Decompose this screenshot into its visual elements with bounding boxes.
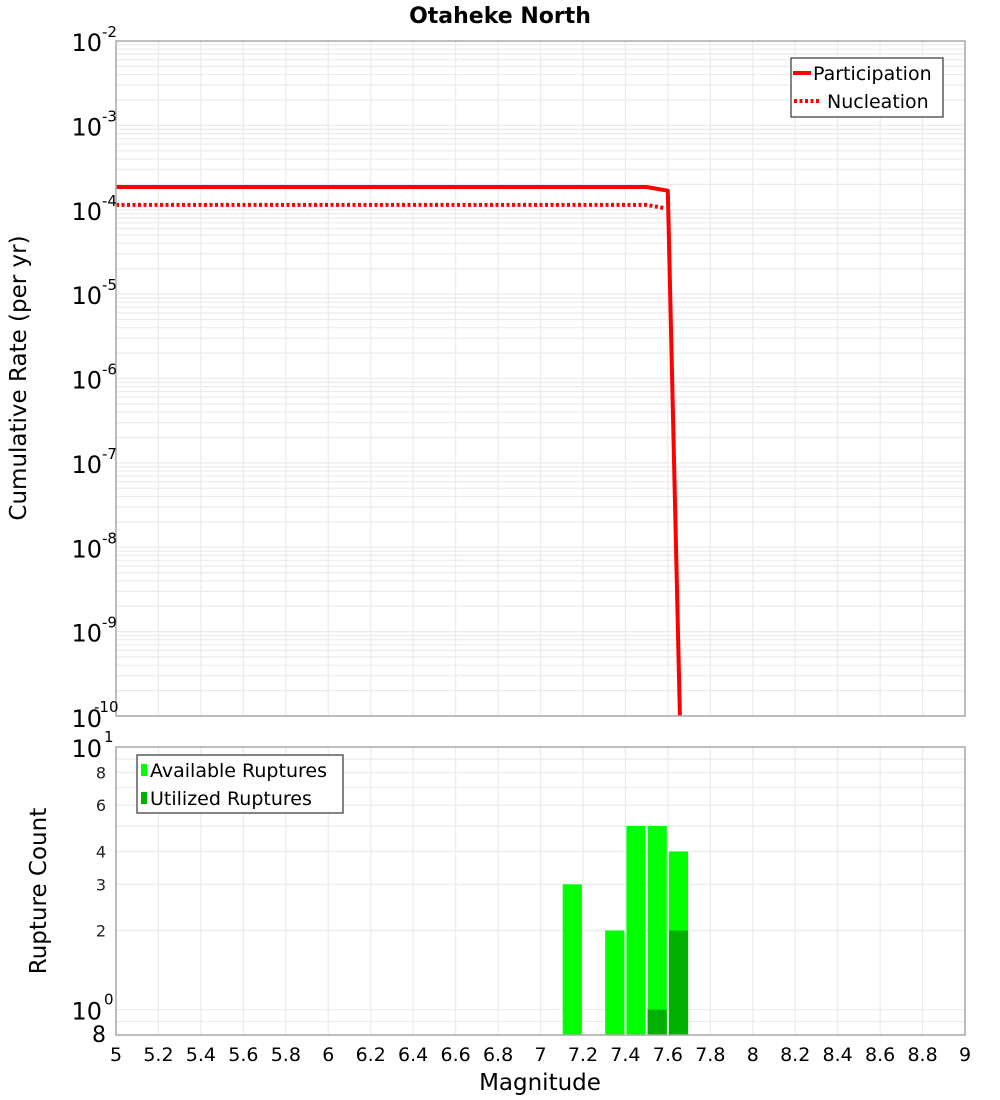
svg-text:-9: -9 xyxy=(102,614,117,632)
rate-y-tick: 10 -7 xyxy=(71,445,117,479)
svg-text:3: 3 xyxy=(96,875,106,894)
x-tick-label: 7.6 xyxy=(653,1044,683,1066)
x-tick-label: 5.8 xyxy=(271,1044,301,1066)
rate-legend-box xyxy=(790,57,944,118)
count-plot-bars xyxy=(562,826,689,1035)
x-tick-label: 8.6 xyxy=(865,1044,895,1066)
count-y-tick: 2 xyxy=(96,922,106,941)
rate-plot: 10-210-310-410-510-610-710-810 -910-10 Cu… xyxy=(6,23,966,733)
count-y-tick: 6 xyxy=(96,796,106,815)
svg-text:10: 10 xyxy=(71,198,102,226)
svg-text:-3: -3 xyxy=(102,107,117,125)
participation-legend-label: Participation xyxy=(813,63,932,85)
rate-legend: Participation Nucleation xyxy=(790,57,944,118)
rate-y-tick: 10 -6 xyxy=(71,361,117,395)
available-bar xyxy=(562,884,582,1035)
svg-text:-2: -2 xyxy=(102,23,117,41)
count-plot-frame xyxy=(115,746,966,1036)
svg-text:10: 10 xyxy=(71,998,102,1026)
count-y-tick: 3 xyxy=(96,875,106,894)
count-legend: Available Ruptures Utilized Ruptures xyxy=(136,754,344,814)
svg-text:-8: -8 xyxy=(102,529,117,547)
svg-text:-10: -10 xyxy=(94,698,119,716)
utilized-legend-swatch xyxy=(141,792,147,804)
svg-text:10: 10 xyxy=(71,535,102,563)
rate-y-tick: 10 -4 xyxy=(71,192,117,226)
rate-plot-frame xyxy=(115,40,966,717)
svg-text:-7: -7 xyxy=(102,445,117,463)
available-legend-label: Available Ruptures xyxy=(150,760,327,782)
x-tick-label: 7.4 xyxy=(610,1044,640,1066)
nucleation-line xyxy=(116,202,667,211)
rate-y-axis-label: Cumulative Rate (per yr) xyxy=(6,235,32,520)
x-tick-label: 7.8 xyxy=(695,1044,725,1066)
rate-y-tick: 10 -3 xyxy=(71,107,117,141)
svg-text:-4: -4 xyxy=(102,192,117,210)
chart-title: Otaheke North xyxy=(409,4,591,29)
x-tick-label: 5 xyxy=(110,1044,122,1066)
x-tick-label: 5.2 xyxy=(143,1044,173,1066)
svg-text:10: 10 xyxy=(71,620,102,648)
x-axis-label: Magnitude xyxy=(479,1070,601,1096)
magnitude-x-axis-ticks: 5 5.2 5.4 5.6 5.8 6 6.2 6.4 6.6 6.8 7 7.2 7.4 7.6 7.8 8… xyxy=(110,1044,971,1066)
available-bar xyxy=(647,826,667,1035)
rate-y-axis-ticks: 10-210-310-410-510-610-710-810 -910-10 xyxy=(71,23,118,733)
count-y-tick: 4 xyxy=(96,842,106,861)
nucleation-legend-label: Nucleation xyxy=(827,91,929,113)
svg-text:10: 10 xyxy=(71,113,102,141)
svg-text:10: 10 xyxy=(71,705,102,733)
rate-y-tick: 10 -5 xyxy=(71,276,117,310)
svg-text:10: 10 xyxy=(71,29,102,57)
x-tick-label: 6.6 xyxy=(440,1044,470,1066)
utilized-bar xyxy=(647,1009,667,1035)
x-tick-label: 8.8 xyxy=(907,1044,937,1066)
count-y-axis-label: Rupture Count xyxy=(26,808,52,974)
utilized-legend-label: Utilized Ruptures xyxy=(150,788,312,810)
available-bar xyxy=(626,826,646,1035)
rate-plot-gridlines xyxy=(115,41,966,717)
count-legend-box xyxy=(136,754,344,814)
svg-text:10: 10 xyxy=(71,367,102,395)
participation-line xyxy=(116,185,682,716)
x-tick-label: 8.4 xyxy=(823,1044,853,1066)
svg-text:10: 10 xyxy=(71,735,102,763)
count-y-tick: 8 xyxy=(92,1023,106,1048)
svg-text:6: 6 xyxy=(96,796,106,815)
svg-text:10: 10 xyxy=(71,451,102,479)
svg-text:-6: -6 xyxy=(102,361,117,379)
available-legend-swatch xyxy=(141,764,147,776)
x-tick-label: 6.4 xyxy=(398,1044,428,1066)
rate-plot-series xyxy=(116,185,682,716)
x-tick-label: 9 xyxy=(959,1044,971,1066)
rate-y-tick: 10 -2 xyxy=(71,23,117,57)
x-tick-label: 6 xyxy=(322,1044,334,1066)
x-tick-label: 6.8 xyxy=(483,1044,513,1066)
utilized-bar xyxy=(668,930,689,1035)
svg-text:4: 4 xyxy=(96,842,106,861)
rate-y-tick: 10 -8 xyxy=(71,529,117,563)
available-bar xyxy=(605,930,625,1035)
svg-text:0: 0 xyxy=(104,991,114,1009)
count-y-tick: 8 xyxy=(96,763,106,782)
svg-text:8: 8 xyxy=(92,1023,106,1048)
count-y-tick: 10 0 xyxy=(71,991,113,1026)
x-tick-label: 7.2 xyxy=(568,1044,598,1066)
x-tick-label: 8 xyxy=(747,1044,759,1066)
x-tick-label: 7 xyxy=(534,1044,546,1066)
x-tick-label: 5.6 xyxy=(228,1044,258,1066)
svg-text:1: 1 xyxy=(104,728,114,746)
x-tick-label: 5.4 xyxy=(186,1044,216,1066)
svg-text:10: 10 xyxy=(71,282,102,310)
svg-text:8: 8 xyxy=(96,763,106,782)
svg-text:-5: -5 xyxy=(102,276,117,294)
rate-y-tick: 10 -9 xyxy=(71,614,117,648)
rate-y-tick: 10-10 xyxy=(71,698,118,733)
count-y-tick: 10 1 xyxy=(71,728,113,763)
svg-text:2: 2 xyxy=(96,922,106,941)
x-tick-label: 6.2 xyxy=(356,1044,386,1066)
x-tick-label: 8.2 xyxy=(780,1044,810,1066)
